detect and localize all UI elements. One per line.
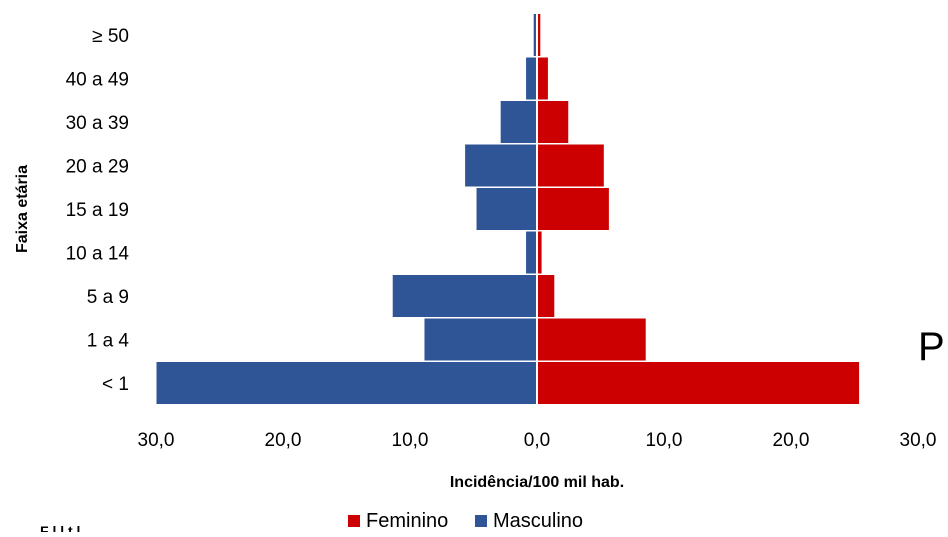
bar-feminino-0 [536,361,861,405]
legend-swatch-0 [348,515,360,527]
category-label-0: < 1 [102,374,129,395]
bar-feminino-2 [536,274,556,318]
bar-masculino-2 [391,274,538,318]
bar-masculino-5 [464,143,538,188]
category-labels: < 1 1 a 4 5 a 9 10 a 14 15 a 19 20 a 29 30 a 3… [66,26,130,395]
category-label-3: 10 a 14 [66,244,130,265]
category-label-6: 30 a 39 [66,113,129,134]
legend-label-1: Masculino [493,510,583,532]
bar-masculino-4 [475,187,538,231]
x-tick-label-5: 20,0 [773,430,810,451]
bar-masculino-0 [155,361,538,405]
legend-label-0: Feminino [366,510,448,532]
y-axis-title: Faixa etária [14,165,31,253]
x-axis-title: Incidência/100 mil hab. [450,474,624,491]
category-label-1: 1 a 4 [87,331,130,352]
bar-masculino-7 [525,56,538,101]
bar-masculino-1 [423,317,538,362]
legend: Feminino Masculino [348,510,583,532]
bar-feminino-6 [536,100,570,144]
x-tick-label-1: 20,0 [265,430,302,451]
legend-swatch-1 [475,515,487,527]
bar-masculino-3 [525,230,538,275]
bar-feminino-7 [536,56,549,101]
bar-feminino-1 [536,317,647,362]
x-tick-label-6: 30,0 [900,430,937,451]
x-tick-label-0: 30,0 [138,430,175,451]
bars-group [155,13,861,405]
x-tick-labels: 30,0 20,0 10,0 0,0 10,0 20,0 30,0 [138,430,937,451]
x-tick-label-2: 10,0 [392,430,429,451]
bar-feminino-5 [536,143,605,188]
category-label-4: 15 a 19 [66,200,129,221]
category-label-5: 20 a 29 [66,157,129,178]
category-label-2: 5 a 9 [87,287,129,308]
x-tick-label-3: 0,0 [524,430,550,451]
category-label-8: ≥ 50 [92,26,129,47]
cutoff-source-text: F l l t l [40,523,80,532]
bar-feminino-4 [536,187,610,231]
stray-letter: P [918,325,945,369]
x-tick-label-4: 10,0 [646,430,683,451]
category-label-7: 40 a 49 [66,70,129,91]
bar-masculino-6 [499,100,538,144]
